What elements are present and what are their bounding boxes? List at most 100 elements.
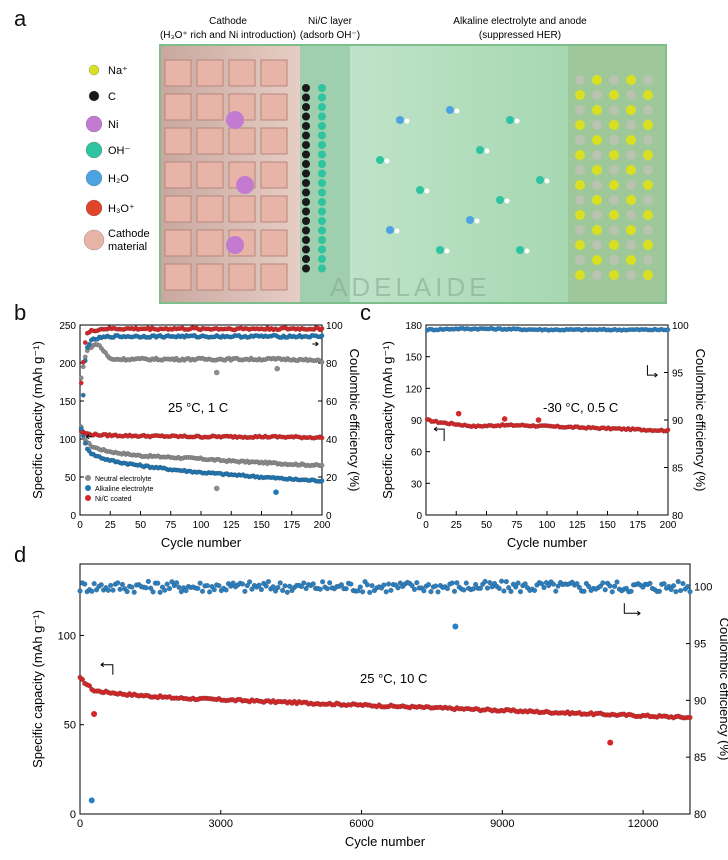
cathode-cube [164,93,192,121]
data-point [614,579,620,585]
data-point [541,585,547,591]
data-point [470,586,476,592]
x-tick-label: 9000 [490,818,514,830]
data-point [496,585,502,591]
x-tick-label: 175 [283,520,300,531]
electrolyte-ion [496,196,504,204]
data-point [503,579,509,585]
anode-atom [609,195,619,205]
outlier-point [88,797,95,804]
data-point [319,359,325,365]
data-point [89,588,95,594]
data-point [270,584,276,590]
anode-atom [643,105,653,115]
data-point [80,364,86,370]
data-point [200,588,206,594]
y-tick-label: 60 [411,448,423,459]
ni-atom [226,111,244,129]
y-tick-label: 50 [65,473,77,484]
data-point [82,581,88,587]
y-axis-label: Specific capacity (mAh g⁻¹) [30,341,45,499]
watermark: ADELAIDE [330,272,491,302]
data-point [360,589,366,595]
data-point [656,588,662,594]
anode-atom [626,75,636,85]
chart-c: 0 25 50 75 100 125 150 175 200 0 30 60 90 120 150 180 80… [380,321,708,550]
right-arrow [312,341,319,347]
oh-atom [318,103,326,111]
data-point [287,583,293,589]
data-point [98,582,104,588]
anode-atom [626,240,636,250]
data-point [435,589,441,595]
carbon-atom [302,217,310,225]
anode-atom [609,240,619,250]
y2-axis-label: Coulombic efficiency (%) [693,349,708,492]
data-point [115,580,121,586]
data-point [409,583,415,589]
anode-atom [626,135,636,145]
anode-atom [626,270,636,280]
ni-atom [226,236,244,254]
data-point [581,588,587,594]
data-point [298,584,304,590]
x-tick-label: 3000 [209,818,233,830]
oh-atom [318,169,326,178]
data-point [555,583,561,589]
y2-tick-label: 85 [672,464,684,475]
cathode-cube [196,195,224,223]
data-point [91,581,97,587]
header-cathode: Cathode [209,16,247,27]
data-point [256,582,262,588]
data-point [277,580,283,586]
data-point [661,581,667,587]
cathode-cube [260,263,288,291]
x-tick-label: 0 [423,520,429,531]
data-point [628,588,634,594]
data-point [602,587,608,593]
data-point [263,583,269,589]
legend-swatch-0 [88,64,100,76]
legend-marker [85,475,91,481]
hydrogen-atom [524,248,530,254]
header-layer: Ni/C layer [308,16,353,27]
oh-atom [318,226,326,235]
x-axis-label: Cycle number [507,535,588,550]
electrolyte-ion [506,116,514,124]
anode-atom [643,90,653,100]
carbon-atom [302,84,310,92]
anode-atom [609,150,619,160]
data-point [517,589,523,595]
y2-tick-label: 95 [694,639,706,651]
data-point [449,580,455,586]
electrolyte-ion [386,226,394,234]
data-point [319,326,325,331]
data-point [119,581,125,587]
data-point [78,380,84,386]
series-ce-ni-c-coated [424,325,671,333]
data-point [327,580,333,586]
data-point [383,589,389,595]
anode-atom [643,150,653,160]
anode-atom [626,90,636,100]
anode-atom [643,255,653,265]
data-point [369,583,375,589]
anode-atom [592,150,602,160]
x-tick-label: 50 [135,520,147,531]
anode-atom [643,270,653,280]
x-tick-label: 6000 [349,818,373,830]
data-point [444,586,450,592]
y2-tick-label: 0 [326,511,332,522]
data-point [78,426,84,432]
anode-atom [592,165,602,175]
oh-atom [318,93,326,102]
hydrogen-atom [444,248,450,254]
legend-entry: Neutral electrolyte [95,476,152,483]
hydrogen-atom [454,108,460,114]
data-point [687,589,693,595]
right-arrow [623,603,641,616]
carbon-atom [302,198,310,206]
data-point [207,589,213,595]
condition-annotation: 25 °C, 10 C [360,671,427,686]
data-point [607,583,613,589]
